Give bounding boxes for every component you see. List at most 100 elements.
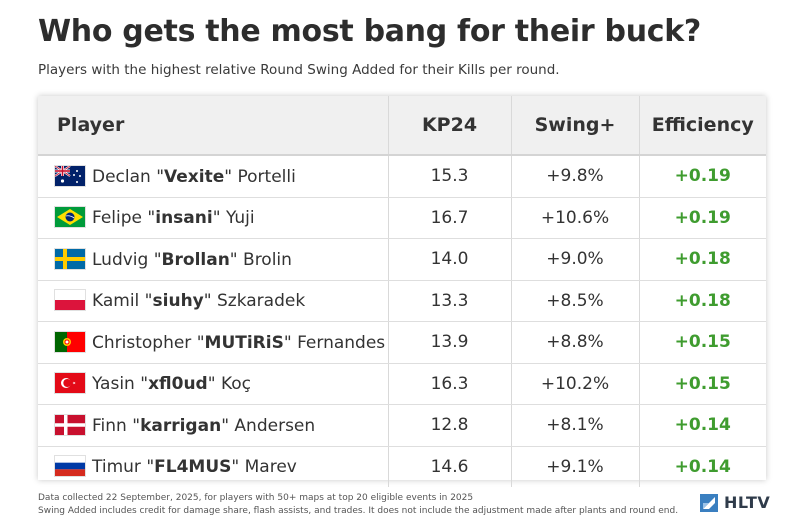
swing-cell: +9.1% [511, 446, 640, 487]
column-header-player: Player [38, 96, 389, 156]
player-nickname: insani [155, 208, 213, 229]
swing-cell: +10.6% [511, 197, 640, 239]
player-first-name: Christopher [92, 332, 192, 353]
turkey-flag-icon [55, 373, 85, 394]
player-quote-close: " [207, 374, 221, 395]
brazil-flag-icon [55, 207, 85, 228]
table-row: Ludvig "Brollan" Brolin 14.0 +9.0% +0.18 [38, 238, 766, 281]
player-quote-close: " [203, 291, 217, 312]
kp24-cell: 15.3 [388, 155, 512, 198]
player-last-name: Marev [244, 457, 297, 478]
player-cell: Finn "karrigan" Andersen [38, 404, 389, 447]
hltv-logo: HLTV [700, 493, 770, 512]
hltv-logo-icon [700, 493, 718, 512]
efficiency-cell: +0.19 [639, 197, 766, 239]
player-quote-open: " [140, 457, 155, 478]
player-cell: Yasin "xfl0ud" Koç [38, 363, 389, 405]
australia-flag-icon [55, 165, 85, 186]
player-first-name: Yasin [92, 374, 135, 395]
footnote-swing-added: Swing Added includes credit for damage s… [38, 506, 679, 516]
player-nickname: Brollan [161, 249, 230, 270]
stats-table: Player KP24 Swing+ Efficiency Declan "Ve… [38, 96, 766, 487]
denmark-flag-icon [55, 414, 85, 435]
swing-cell: +9.8% [511, 155, 640, 198]
kp24-cell: 13.3 [388, 280, 512, 322]
player-first-name: Declan [92, 166, 157, 187]
player-quote-open: " [139, 291, 153, 312]
player-nickname: Vexite [164, 166, 225, 187]
table-header-row: Player KP24 Swing+ Efficiency [38, 96, 766, 156]
player-cell: Ludvig "Brollan" Brolin [38, 238, 389, 281]
stats-table-card: Player KP24 Swing+ Efficiency Declan "Ve… [38, 96, 766, 487]
player-last-name: Yuji [225, 208, 255, 229]
table-row: Christopher "MUTiRiS" Fernandes 13.9 +8.8%… [38, 321, 766, 364]
player-quote-close: " [283, 332, 298, 353]
player-last-name: Szkaradek [216, 291, 306, 312]
player-quote-close: " [224, 166, 238, 187]
player-quote-open: " [156, 166, 165, 187]
player-quote-close: " [221, 415, 235, 436]
russia-flag-icon [55, 456, 85, 477]
player-first-name: Ludvig [92, 249, 149, 270]
poland-flag-icon [55, 290, 85, 311]
player-quote-close: " [231, 457, 245, 478]
table-row: Declan "Vexite" Portelli 15.3 +9.8% +0.19 [38, 155, 766, 198]
efficiency-cell: +0.18 [639, 238, 766, 281]
table-row: Yasin "xfl0ud" Koç 16.3 +10.2% +0.15 [38, 363, 766, 405]
player-last-name: Koç [220, 374, 252, 395]
player-last-name: Brolin [243, 249, 292, 270]
player-quote-close: " [229, 249, 244, 270]
footnote-data-collection: Data collected 22 September, 2025, for p… [38, 493, 474, 503]
sweden-flag-icon [55, 248, 85, 269]
player-cell: Felipe "insani" Yuji [38, 197, 389, 239]
efficiency-cell: +0.15 [639, 363, 766, 405]
player-quote-open: " [191, 332, 205, 353]
swing-cell: +10.2% [511, 363, 640, 405]
player-last-name: Fernandes [297, 332, 386, 353]
efficiency-cell: +0.19 [639, 155, 766, 198]
table-row: Timur "FL4MUS" Marev 14.6 +9.1% +0.14 [38, 446, 766, 487]
player-last-name: Portelli [237, 166, 296, 187]
page-subtitle: Players with the highest relative Round … [38, 62, 560, 78]
player-cell: Kamil "siuhy" Szkaradek [38, 280, 389, 322]
player-nickname: xfl0ud [148, 374, 208, 395]
player-nickname: MUTiRiS [204, 332, 284, 353]
table-row: Kamil "siuhy" Szkaradek 13.3 +8.5% +0.18 [38, 280, 766, 322]
table-row: Finn "karrigan" Andersen 12.8 +8.1% +0.14 [38, 404, 766, 447]
kp24-cell: 12.8 [388, 404, 512, 447]
player-first-name: Finn [92, 415, 127, 436]
player-quote-open: " [142, 208, 156, 229]
player-quote-open: " [126, 415, 141, 436]
swing-cell: +9.0% [511, 238, 640, 281]
player-quote-open: " [148, 249, 162, 270]
kp24-cell: 14.6 [388, 446, 512, 487]
player-nickname: karrigan [140, 415, 222, 436]
player-cell: Declan "Vexite" Portelli [38, 155, 389, 198]
kp24-cell: 13.9 [388, 321, 512, 364]
page-title: Who gets the most bang for their buck? [38, 14, 701, 49]
efficiency-cell: +0.18 [639, 280, 766, 322]
player-first-name: Timur [92, 457, 141, 478]
player-cell: Christopher "MUTiRiS" Fernandes [38, 321, 389, 364]
swing-cell: +8.5% [511, 280, 640, 322]
kp24-cell: 16.7 [388, 197, 512, 239]
table-row: Felipe "insani" Yuji 16.7 +10.6% +0.19 [38, 197, 766, 239]
player-first-name: Kamil [92, 291, 140, 312]
kp24-cell: 16.3 [388, 363, 512, 405]
player-cell: Timur "FL4MUS" Marev [38, 446, 389, 487]
column-header-kp24: KP24 [388, 96, 512, 156]
swing-cell: +8.1% [511, 404, 640, 447]
kp24-cell: 14.0 [388, 238, 512, 281]
hltv-logo-text: HLTV [724, 493, 771, 512]
player-last-name: Andersen [234, 415, 316, 436]
column-header-efficiency: Efficiency [639, 96, 766, 156]
player-quote-close: " [212, 208, 226, 229]
player-first-name: Felipe [92, 208, 143, 229]
swing-cell: +8.8% [511, 321, 640, 364]
player-nickname: siuhy [152, 291, 204, 312]
player-quote-open: " [134, 374, 149, 395]
efficiency-cell: +0.15 [639, 321, 766, 364]
efficiency-cell: +0.14 [674, 456, 731, 477]
player-nickname: FL4MUS [154, 457, 232, 478]
efficiency-cell: +0.14 [639, 404, 766, 447]
